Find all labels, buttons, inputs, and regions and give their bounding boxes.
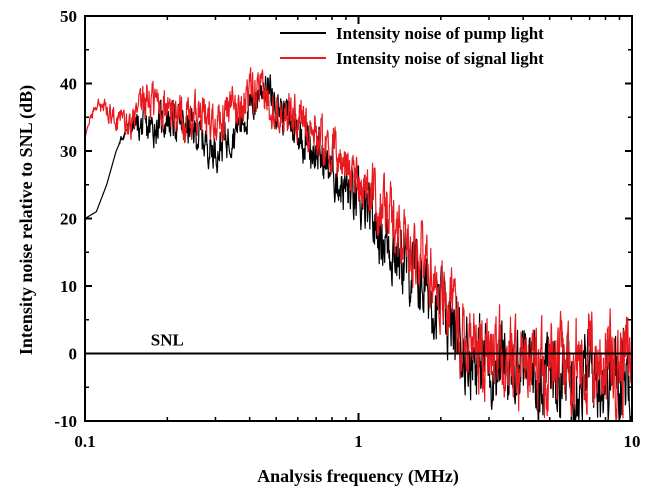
x-tick-label: 10 (624, 432, 641, 451)
y-tick-label: 30 (60, 142, 77, 161)
series-line-2 (84, 67, 633, 422)
series-layer (84, 67, 633, 422)
y-tick-label: 40 (60, 75, 77, 94)
y-tick-label: 0 (69, 345, 78, 364)
x-tick-label: 1 (354, 432, 363, 451)
axes-layer: SNL -10 0 10 20 30 40 50 0.1 1 10 (54, 7, 640, 451)
x-axis-label: Analysis frequency (MHz) (257, 466, 459, 487)
y-tick-label: -10 (54, 412, 77, 431)
y-tick-label: 20 (60, 210, 77, 229)
snl-annotation: SNL (151, 331, 184, 350)
y-axis-label: Intensity noise relative to SNL (dB) (16, 85, 37, 355)
y-tick-label: 50 (60, 7, 77, 26)
y-tick-label: 10 (60, 277, 77, 296)
legend: Intensity noise of pump light Intensity n… (280, 24, 544, 68)
legend-label-2: Intensity noise of signal light (336, 49, 544, 68)
series-line-1 (84, 74, 633, 422)
x-tick-label: 0.1 (74, 432, 95, 451)
legend-label-1: Intensity noise of pump light (336, 24, 544, 43)
